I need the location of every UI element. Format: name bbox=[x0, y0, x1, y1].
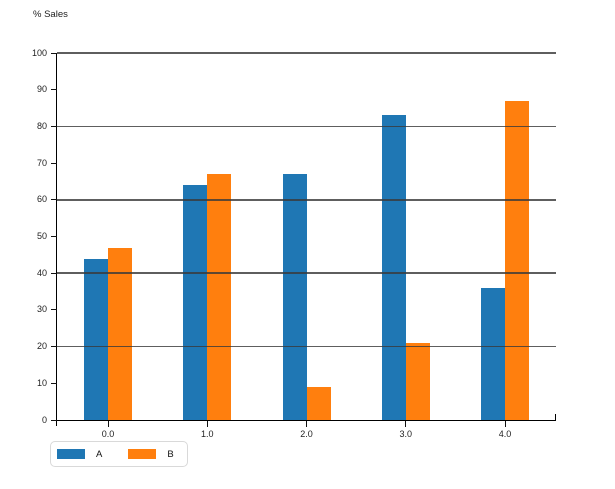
x-axis-end-tick bbox=[554, 414, 556, 420]
y-tick-label-50: 50 bbox=[36, 231, 47, 241]
y-tick-label-90: 90 bbox=[36, 84, 47, 95]
y-tick-label-10: 10 bbox=[36, 377, 47, 388]
y-tick-10 bbox=[51, 382, 57, 384]
legend-label-B: B bbox=[167, 448, 174, 460]
y-tick-label-30: 30 bbox=[36, 304, 47, 315]
y-tick-label-0: 0 bbox=[41, 414, 47, 425]
y-tick-60 bbox=[51, 199, 57, 201]
gridline-40 bbox=[57, 272, 556, 274]
gridline-20 bbox=[57, 345, 556, 348]
y-tick-label-70: 70 bbox=[36, 157, 47, 168]
y-tick-label-80: 80 bbox=[36, 120, 47, 131]
gridline-80 bbox=[57, 125, 556, 128]
legend-swatch-A bbox=[57, 449, 85, 459]
chart-title: % Sales bbox=[33, 9, 68, 20]
y-tick-50 bbox=[51, 236, 57, 238]
bar-B-3.0 bbox=[405, 342, 430, 420]
y-tick-40 bbox=[51, 272, 57, 274]
bar-B-4.0 bbox=[505, 100, 529, 420]
gridline-100 bbox=[57, 52, 556, 54]
bar-A-1.0 bbox=[183, 185, 208, 420]
bar-B-1.0 bbox=[207, 174, 232, 420]
bar-B-2.0 bbox=[306, 386, 331, 420]
x-tick-label-2.0: 2.0 bbox=[300, 429, 313, 439]
x-axis-line bbox=[55, 419, 556, 422]
y-tick-label-20: 20 bbox=[36, 341, 47, 352]
y-tick-100 bbox=[51, 52, 57, 54]
y-tick-20 bbox=[51, 346, 57, 348]
y-tick-70 bbox=[51, 162, 57, 164]
y-axis-line bbox=[55, 53, 57, 426]
y-tick-label-60: 60 bbox=[36, 194, 47, 205]
x-tick-label-0.0: 0.0 bbox=[101, 429, 115, 439]
y-tick-label-100: 100 bbox=[31, 47, 47, 58]
x-tick-4.0 bbox=[504, 421, 506, 427]
x-tick-2.0 bbox=[306, 421, 308, 427]
bar-B-0.0 bbox=[108, 247, 132, 420]
bar-A-3.0 bbox=[381, 115, 406, 420]
y-tick-80 bbox=[51, 125, 57, 127]
x-tick-label-1.0: 1.0 bbox=[200, 429, 214, 439]
y-tick-0 bbox=[51, 419, 57, 421]
x-tick-3.0 bbox=[405, 421, 407, 427]
x-tick-label-3.0: 3.0 bbox=[399, 429, 412, 439]
x-tick-label-4.0: 4.0 bbox=[498, 429, 512, 439]
bar-A-2.0 bbox=[282, 174, 307, 420]
x-tick-0.0 bbox=[107, 421, 109, 427]
gridline-60 bbox=[57, 199, 556, 201]
legend-swatch-B bbox=[128, 449, 157, 459]
y-tick-label-40: 40 bbox=[36, 267, 47, 278]
bar-A-4.0 bbox=[481, 287, 505, 420]
x-tick-1.0 bbox=[206, 421, 208, 427]
legend-label-A: A bbox=[96, 448, 103, 460]
y-tick-90 bbox=[51, 89, 57, 91]
y-tick-30 bbox=[51, 309, 57, 311]
bar-A-0.0 bbox=[84, 258, 108, 420]
plot-area: 0 10 20 30 40 50 60 70 80 90 100 0.0 1.0 2.0 3.0 4.0 bbox=[32, 48, 556, 439]
